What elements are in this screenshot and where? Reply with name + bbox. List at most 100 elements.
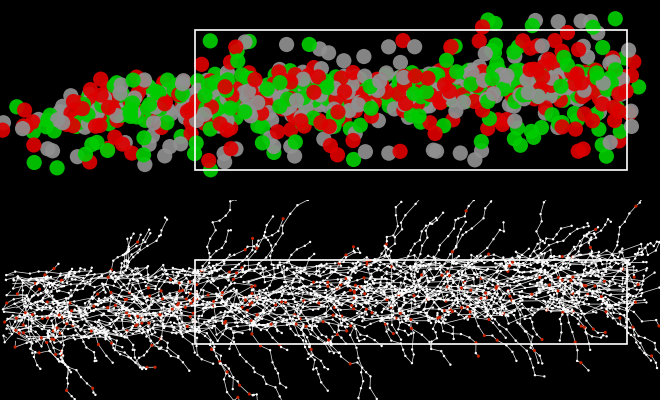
Point [296,114,306,120]
Point [95,328,106,334]
Point [90,392,101,398]
Point [434,314,445,320]
Point [638,272,649,279]
Point [491,264,502,271]
Point [475,269,486,275]
Point [275,262,286,268]
Point [593,126,604,132]
Point [537,260,548,266]
Point [595,278,606,284]
Point [588,308,599,315]
Point [532,68,543,74]
Point [68,272,79,278]
Point [496,305,507,312]
Point [629,326,640,332]
Point [248,235,258,242]
Point [406,325,416,331]
Point [150,312,160,319]
Point [107,103,117,110]
Point [327,296,338,302]
Point [585,236,596,243]
Point [170,303,181,310]
Point [425,120,436,126]
Point [261,294,271,301]
Point [117,316,127,323]
Point [584,75,595,82]
Point [541,275,551,281]
Point [42,273,53,280]
Point [428,254,439,260]
Point [40,287,51,294]
Point [232,378,243,385]
Point [19,303,30,309]
Point [309,251,319,257]
Point [258,302,269,308]
Point [228,276,239,282]
Point [424,266,434,273]
Point [180,272,190,278]
Point [220,212,231,219]
Point [267,334,278,341]
Point [514,281,525,288]
Point [375,318,385,324]
Point [497,302,508,308]
Point [440,298,451,304]
Point [34,350,44,356]
Point [365,90,376,97]
Point [406,112,416,118]
Point [150,310,160,316]
Point [487,76,498,82]
Point [41,301,51,307]
Point [57,330,67,336]
Point [87,385,98,391]
Point [508,83,519,90]
Point [291,317,302,323]
Point [479,93,490,100]
Point [8,328,18,334]
Point [304,344,315,350]
Point [579,87,589,93]
Point [494,322,504,328]
Point [362,311,372,318]
Point [339,317,350,324]
Point [222,274,232,281]
Point [220,284,231,290]
Point [531,290,542,296]
Point [109,82,119,89]
Point [362,293,372,299]
Point [270,297,280,303]
Point [102,284,113,290]
Point [566,294,577,300]
Point [440,90,450,96]
Point [547,112,558,118]
Point [391,292,401,298]
Point [394,79,405,85]
Point [508,89,519,95]
Point [628,264,639,270]
Point [483,285,494,292]
Point [167,305,178,312]
Point [565,78,576,84]
Point [618,275,628,281]
Point [343,297,353,303]
Point [617,266,628,272]
Point [287,291,298,297]
Point [590,261,601,267]
Point [77,106,88,112]
Point [127,150,137,156]
Point [228,386,238,392]
Point [266,299,277,306]
Point [605,303,615,309]
Point [60,274,71,281]
Point [609,104,619,110]
Point [374,285,384,291]
Point [574,274,584,280]
Point [115,90,125,96]
Point [651,238,660,245]
Point [356,95,366,101]
Point [213,92,224,99]
Point [56,283,67,290]
Point [226,125,236,131]
Point [78,312,88,318]
Point [172,316,183,322]
